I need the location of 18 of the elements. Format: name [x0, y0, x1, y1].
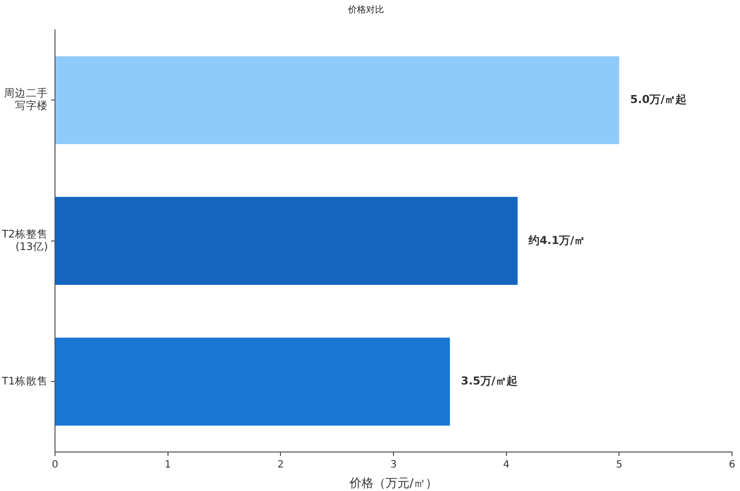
x-tick-label: 5 — [616, 460, 622, 471]
x-tick-label: 4 — [503, 460, 510, 471]
x-tick-label: 2 — [277, 460, 284, 471]
y-tick-label: 周边二手写字楼 — [4, 86, 48, 112]
x-tick-label: 6 — [728, 460, 736, 471]
x-axis-title: 价格（万元/㎡） — [348, 476, 438, 490]
data-label: 约4.1万/㎡ — [528, 234, 586, 247]
x-tick-label: 1 — [164, 460, 172, 471]
y-tick-label: T2栋整售 (13亿) — [0, 228, 48, 253]
bar — [56, 338, 450, 426]
y-tick-label: T1栋散售 — [0, 375, 48, 388]
data-label: 3.5万/㎡起 — [460, 374, 518, 388]
x-tick-label: 0 — [52, 460, 58, 471]
x-tick-label: 3 — [390, 460, 397, 471]
bar — [56, 196, 518, 285]
bar — [56, 56, 620, 144]
chart-title: 价格对比 — [347, 4, 384, 16]
data-label: 5.0万/㎡起 — [630, 93, 687, 106]
